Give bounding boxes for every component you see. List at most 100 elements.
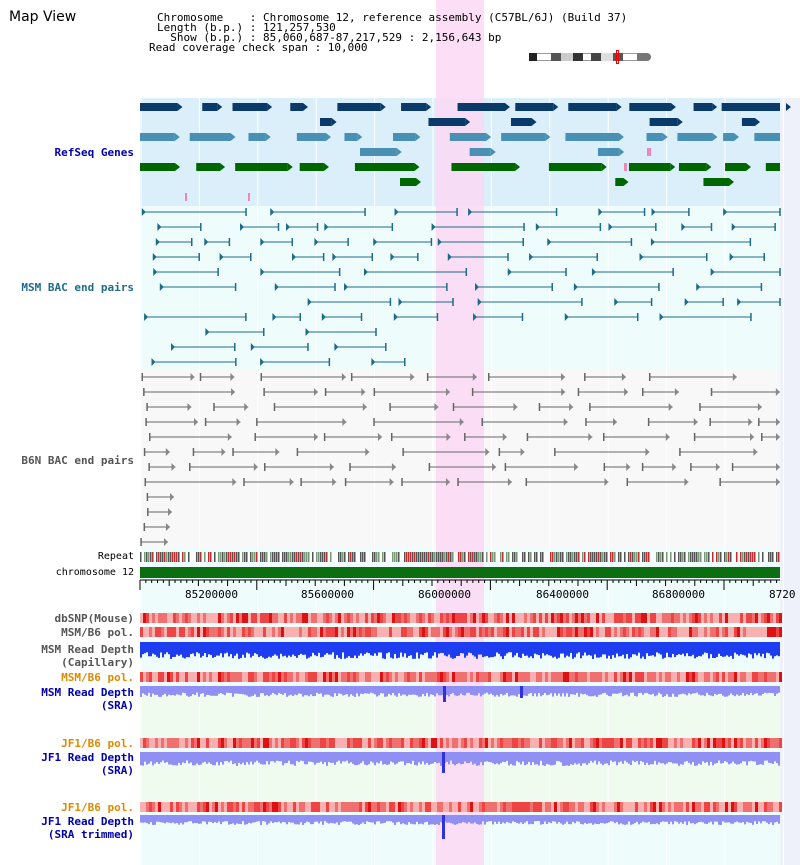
polymorphism-cell	[383, 802, 386, 812]
read-depth-bar	[448, 752, 450, 765]
bac-end-marker	[612, 418, 617, 426]
read-depth-bar	[146, 815, 148, 824]
read-depth-bar	[594, 752, 596, 761]
polymorphism-cell	[152, 738, 155, 748]
polymorphism-cell	[581, 627, 584, 637]
polymorphism-cell	[482, 738, 485, 748]
read-depth-bar	[638, 815, 640, 825]
read-depth-bar	[456, 686, 458, 697]
read-depth-bar	[700, 815, 702, 822]
polymorphism-cell	[494, 672, 497, 682]
read-depth-bar	[404, 642, 406, 654]
read-depth-bar	[672, 686, 674, 694]
read-depth-bar	[240, 815, 242, 825]
read-depth-bar	[656, 815, 658, 824]
polymorphism-cell	[653, 613, 656, 623]
polymorphism-cell	[218, 738, 221, 748]
polymorphism-cell	[584, 672, 587, 682]
gene-strand-arrow	[601, 163, 607, 171]
read-depth-bar	[604, 642, 606, 655]
repeat-element	[340, 552, 342, 562]
read-depth-bar	[502, 815, 504, 823]
polymorphism-cell	[251, 627, 254, 637]
read-depth-bar	[302, 642, 304, 655]
read-depth-bar	[626, 642, 628, 655]
chromosome-ideogram[interactable]	[529, 50, 651, 64]
polymorphism-cell	[551, 672, 554, 682]
read-depth-bar	[382, 642, 384, 659]
repeat-element	[664, 552, 666, 562]
read-depth-bar	[288, 686, 290, 696]
read-depth-bar	[534, 686, 536, 694]
polymorphism-cell	[185, 802, 188, 812]
repeat-element	[510, 552, 512, 562]
polymorphism-cell	[773, 627, 776, 637]
read-depth-bar	[600, 752, 602, 764]
polymorphism-cell	[743, 802, 746, 812]
track-label-msm-bac[interactable]: MSM BAC end pairs	[21, 281, 134, 294]
read-depth-bar	[618, 815, 620, 825]
polymorphism-cell	[776, 802, 779, 812]
read-depth-bar	[594, 642, 596, 655]
polymorphism-cell	[194, 802, 197, 812]
read-depth-bar	[632, 815, 634, 825]
read-depth-bar	[584, 642, 586, 653]
read-depth-bar	[340, 642, 342, 659]
read-depth-bar	[610, 752, 612, 761]
repeat-element	[374, 552, 376, 562]
polymorphism-cell	[479, 613, 482, 623]
read-depth-bar	[190, 815, 192, 822]
polymorphism-cell	[587, 738, 590, 748]
read-depth-bar	[606, 815, 608, 824]
bac-end-marker	[684, 298, 689, 306]
repeat-element	[438, 552, 440, 562]
polymorphism-cell	[716, 672, 719, 682]
read-depth-bar	[506, 752, 508, 761]
polymorphism-cell	[389, 802, 392, 812]
read-depth-bar	[254, 752, 256, 763]
polymorphism-cell	[746, 627, 749, 637]
repeat-element	[594, 552, 596, 562]
read-depth-bar	[500, 686, 502, 694]
polymorphism-cell	[251, 613, 254, 623]
repeat-element	[316, 552, 318, 562]
read-depth-bar	[566, 686, 568, 694]
polymorphism-cell	[758, 802, 761, 812]
repeat-element	[746, 552, 748, 562]
polymorphism-cell	[578, 672, 581, 682]
polymorphism-cell	[224, 672, 227, 682]
gene-strand-arrow	[325, 133, 331, 141]
polymorphism-cell	[371, 613, 374, 623]
polymorphism-cell	[413, 738, 416, 748]
polymorphism-cell	[281, 802, 284, 812]
track-label-refseq[interactable]: RefSeq Genes	[54, 146, 134, 159]
polymorphism-cell	[305, 613, 308, 623]
read-depth-bar	[336, 752, 338, 762]
read-depth-bar	[712, 752, 714, 766]
track-label-b6n-bac[interactable]: B6N BAC end pairs	[21, 454, 134, 467]
polymorphism-cell	[143, 613, 146, 623]
read-depth-bar	[608, 815, 610, 823]
read-depth-bar	[216, 642, 218, 656]
read-depth-bar	[616, 815, 618, 823]
bac-end-marker	[342, 418, 347, 426]
read-depth-bar	[302, 752, 304, 762]
read-depth-bar	[314, 815, 316, 822]
read-depth-bar	[580, 642, 582, 659]
polymorphism-cell	[683, 738, 686, 748]
read-depth-bar	[190, 642, 192, 654]
polymorphism-cell	[650, 802, 653, 812]
read-depth-bar	[256, 642, 258, 655]
read-depth-bar	[306, 815, 308, 822]
read-depth-bar	[632, 642, 634, 655]
read-depth-bar	[736, 752, 738, 765]
gene-strand-arrow	[415, 133, 421, 141]
read-depth-bar	[664, 815, 666, 822]
bac-end-marker	[492, 463, 497, 471]
polymorphism-cell	[347, 738, 350, 748]
read-depth-bar	[766, 642, 768, 653]
polymorphism-cell	[668, 738, 671, 748]
polymorphism-cell	[491, 613, 494, 623]
polymorphism-cell	[509, 738, 512, 748]
